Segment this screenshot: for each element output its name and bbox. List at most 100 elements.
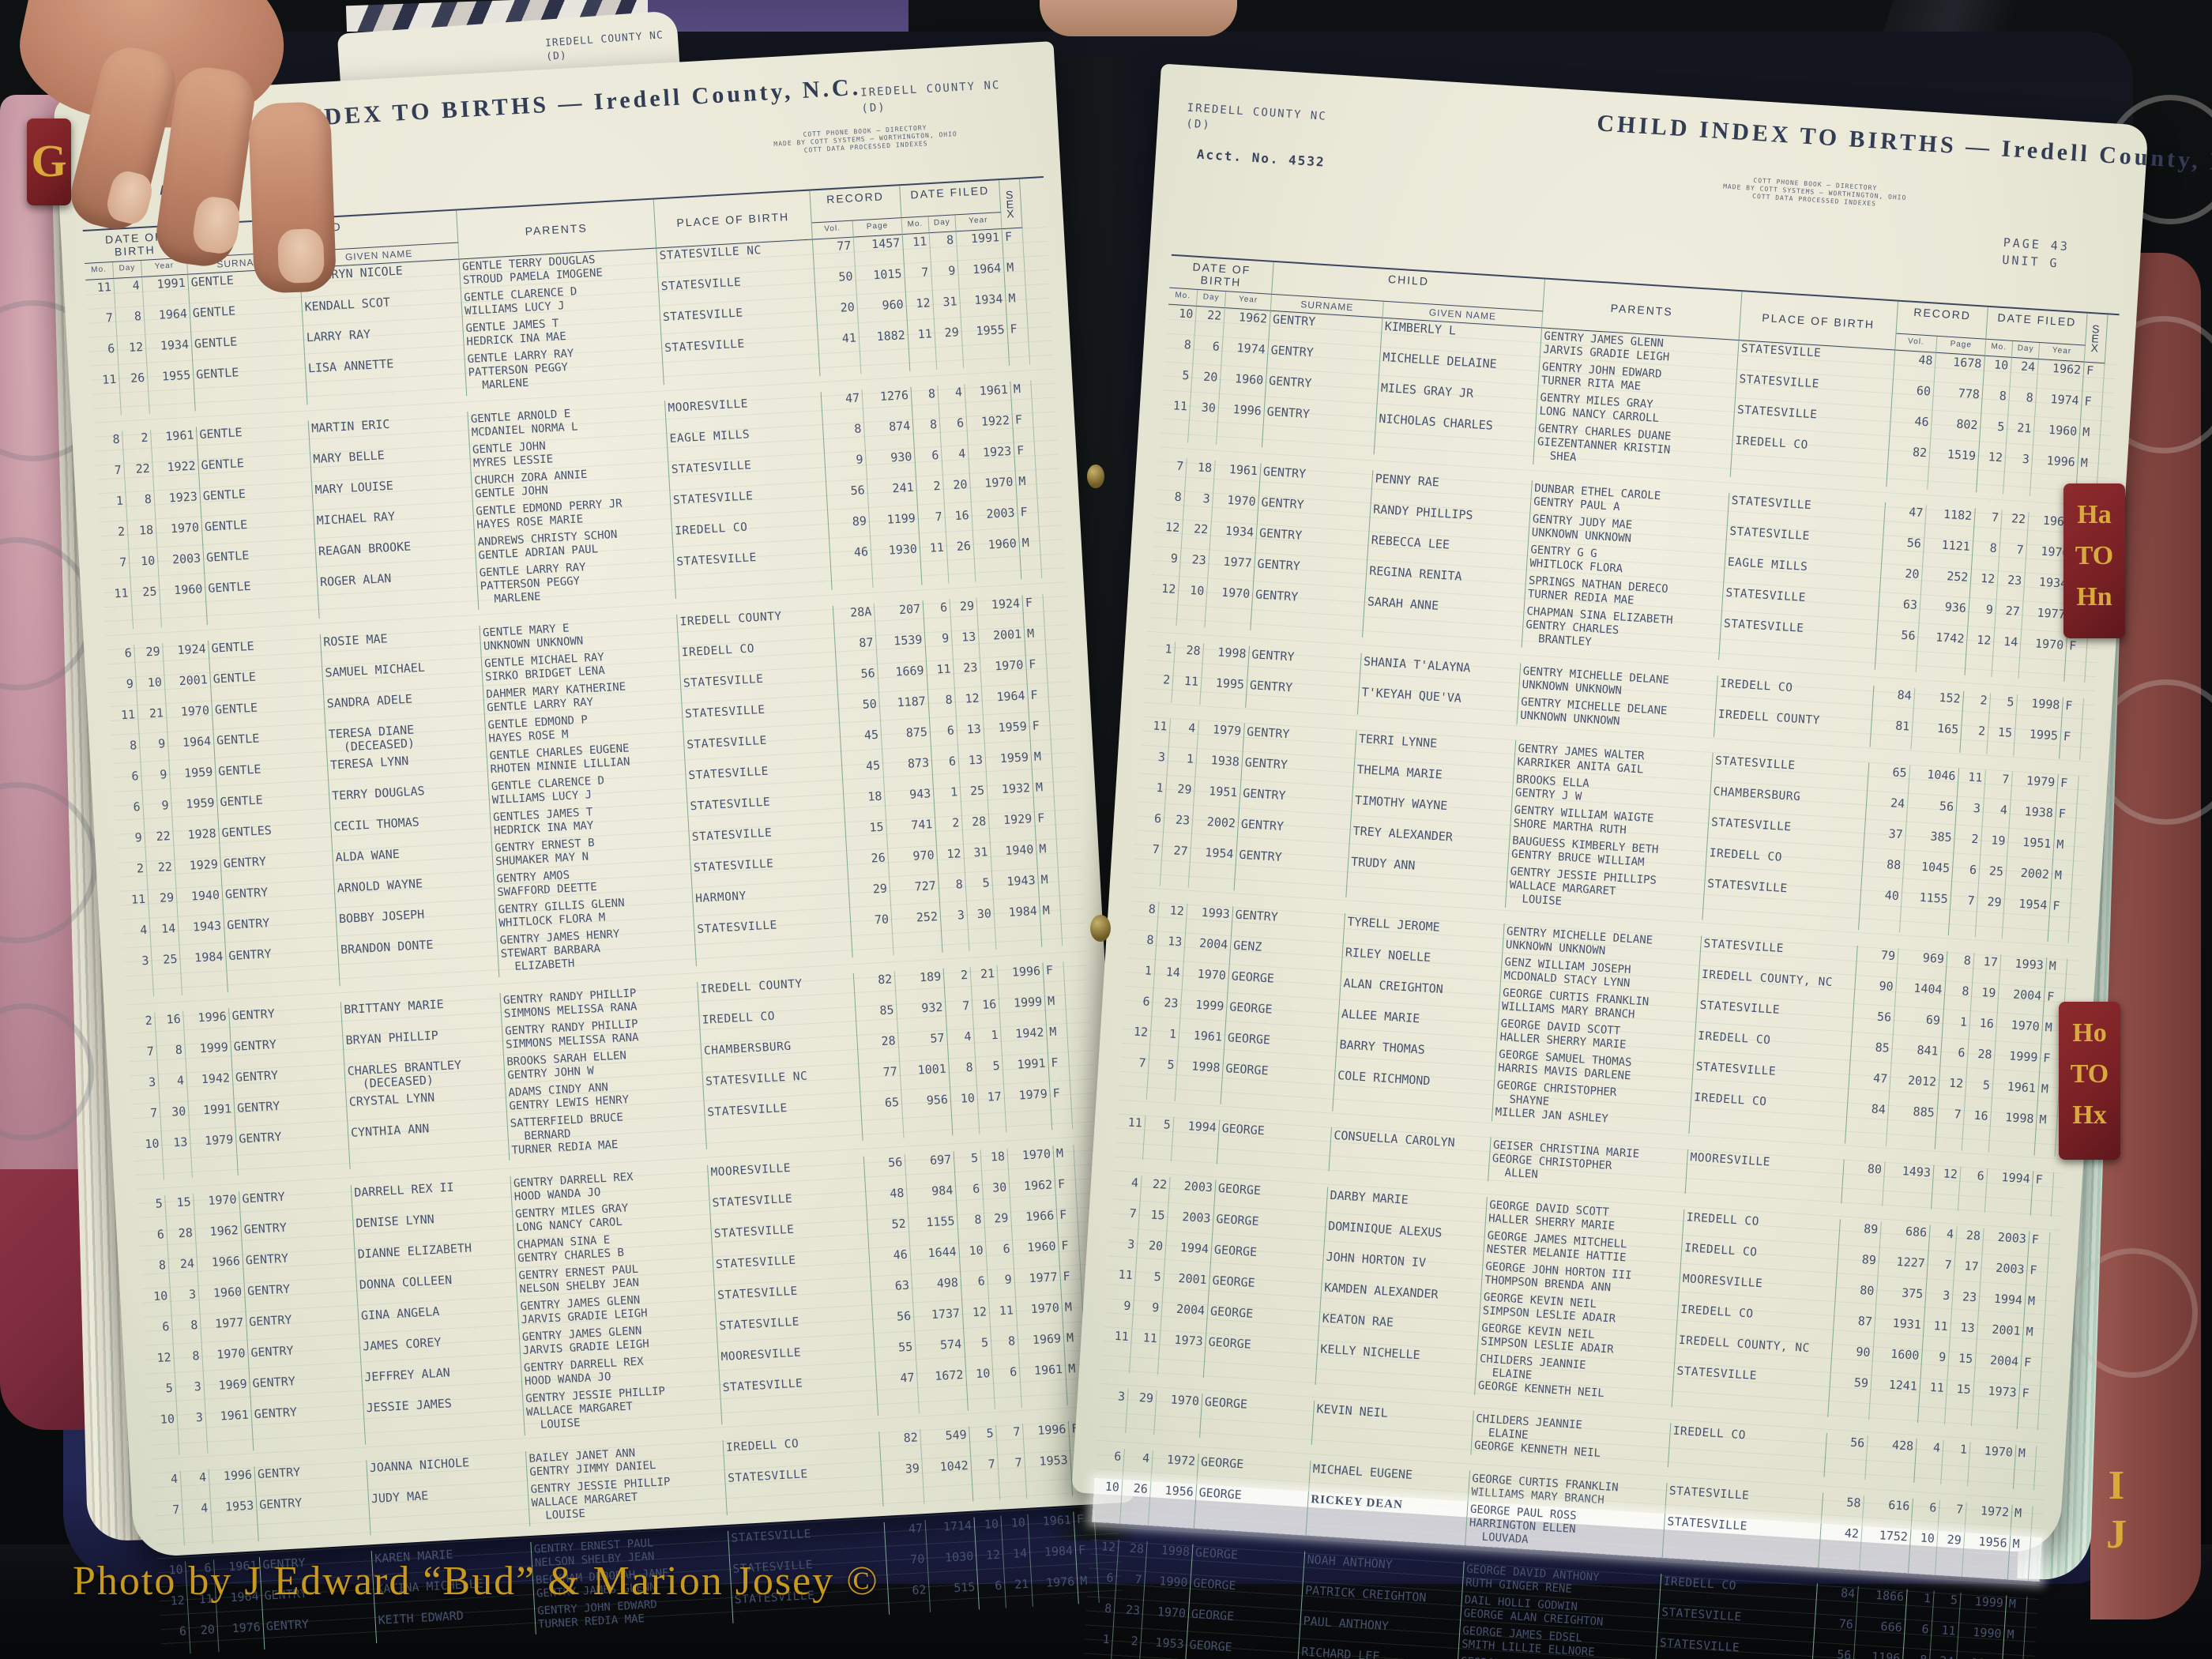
dob-day-cell: 22	[1140, 1175, 1171, 1208]
dob-month-cell: 4	[152, 1470, 182, 1503]
filed-year-cell: 1994	[1984, 1168, 2034, 1216]
record-vol-cell: 20	[1879, 563, 1924, 598]
dob-year-cell: 1934	[145, 336, 194, 370]
dob-day-cell: 8	[156, 1041, 187, 1074]
record-vol-cell: 37	[1863, 824, 1907, 858]
filed-year-cell: 1991	[1003, 1055, 1051, 1089]
header-filed-mo: Mo.	[901, 216, 930, 235]
dob-year-cell: 1970	[201, 1345, 250, 1379]
record-page-cell: 885	[1886, 1101, 1939, 1149]
dob-year-cell: 1922	[152, 457, 201, 491]
filed-day-cell: 12	[955, 690, 984, 723]
record-page-cell: 875	[881, 724, 932, 758]
sex-cell: M	[2037, 1080, 2060, 1113]
index-tab-ho-hx[interactable]: Ho TO Hx	[2059, 1002, 2120, 1160]
filed-year-cell: 1966	[1010, 1207, 1059, 1241]
surname-cell: GEORGE	[1199, 1394, 1315, 1445]
given-name-cell: ROGER ALAN	[317, 565, 480, 619]
dob-month-cell: 11	[119, 890, 150, 924]
index-tab-g[interactable]: G	[27, 118, 71, 205]
filed-month-cell: 11	[920, 539, 950, 585]
record-vol-cell: 46	[830, 543, 874, 590]
record-page-cell: 1241	[1869, 1375, 1921, 1424]
record-vol-cell: 76	[1814, 1614, 1857, 1648]
record-page-cell: 1046	[1908, 765, 1960, 799]
filed-month-cell: 11	[908, 325, 938, 371]
filed-month-cell: 8	[949, 1059, 978, 1092]
surname-cell: GEORGE	[1203, 1334, 1319, 1386]
sex-cell: F	[1043, 961, 1066, 994]
filed-day-cell: 30	[982, 1179, 1011, 1212]
dob-year-cell: 1924	[163, 640, 211, 675]
dob-month-cell: 1	[1145, 639, 1176, 672]
dob-year-cell: 1960	[159, 581, 208, 628]
filed-month-cell: 9	[1968, 600, 1997, 634]
filed-year-cell: 1942	[1000, 1024, 1048, 1058]
filed-month-cell: 12	[1977, 448, 2007, 495]
dob-year-cell: 1974	[1221, 339, 1270, 373]
page-number-block: PAGE 43 UNIT G	[2002, 234, 2071, 273]
record-page-cell: 1669	[878, 662, 929, 696]
dob-year-cell: 1979	[1197, 720, 1245, 754]
filed-month-cell: 10	[1908, 1529, 1939, 1575]
index-tab-ha-hn[interactable]: Ha TO Hn	[2063, 483, 2125, 638]
dob-year-cell: 1970	[1211, 491, 1260, 525]
filed-month-cell: 3	[1924, 1286, 1954, 1319]
record-page-cell: 666	[1854, 1616, 1906, 1651]
filed-year-cell: 1998	[2015, 694, 2064, 728]
place-of-birth-cell: STATESVILLE	[704, 1096, 863, 1149]
dob-month-cell: 11	[1160, 397, 1191, 443]
binder-post-icon	[1087, 465, 1104, 488]
filed-day-cell: 13	[958, 751, 988, 784]
sex-cell: F	[1029, 717, 1052, 750]
filed-month-cell: 11	[1957, 768, 1987, 801]
record-page-cell: 1030	[927, 1548, 978, 1582]
list-line: J	[2106, 1512, 2127, 1557]
record-page-cell: 956	[901, 1091, 954, 1138]
filed-month-cell: 6	[977, 1577, 1006, 1610]
record-page-cell: 2012	[1889, 1070, 1940, 1105]
filed-year-cell: 1962	[1009, 1176, 1057, 1210]
sex-cell: F	[2048, 897, 2072, 943]
dob-month-cell: 2	[126, 1012, 157, 1045]
filed-month-cell: 12	[906, 295, 935, 327]
surname-cell: GENTRY	[256, 1491, 371, 1542]
filed-year-cell: 2004	[1997, 985, 2045, 1019]
filed-month-cell: 12	[1965, 631, 1995, 678]
dob-month-cell: 4	[121, 921, 152, 954]
sex-cell: F	[1014, 442, 1036, 474]
record-vol-cell: 77	[859, 1063, 902, 1097]
filed-day-cell: 9	[988, 1271, 1017, 1304]
ledger-right-page[interactable]: IREDELL COUNTY NC (D) Acct. No. 4532 CHI…	[1071, 63, 2212, 1659]
record-vol-cell: 84	[1815, 1583, 1859, 1617]
dob-day-cell: 2	[1111, 1631, 1142, 1659]
dob-month-cell: 6	[1134, 809, 1165, 842]
filed-year-cell: 1960	[2033, 420, 2081, 455]
record-page-cell: 960	[857, 295, 908, 330]
filed-year-cell: 2003	[1980, 1258, 2029, 1293]
record-vol-cell: 89	[1838, 1219, 1882, 1253]
sex-cell: F	[2028, 1231, 2051, 1263]
filed-month-cell: 7	[904, 264, 934, 296]
filed-month-cell: 10	[959, 1242, 988, 1275]
filed-month-cell: 6	[1911, 1498, 1940, 1531]
filed-day-cell: 16	[1969, 1014, 1998, 1048]
filed-year-cell: 1923	[968, 442, 1016, 476]
surname-cell: GEORGE	[1194, 1484, 1310, 1536]
filed-year-cell: 1999	[999, 993, 1047, 1027]
dob-month-cell: 7	[131, 1104, 162, 1138]
record-vol-cell: 8	[822, 420, 866, 454]
filed-month-cell: 2	[1960, 721, 1989, 754]
dob-month-cell: 7	[1131, 840, 1164, 886]
dob-month-cell: 6	[1094, 1446, 1125, 1480]
filed-day-cell: 7	[1938, 1499, 1967, 1533]
dob-year-cell: 2003	[157, 550, 205, 584]
record-page-cell: 1866	[1856, 1586, 1908, 1620]
filed-year-cell: 1970	[1996, 1016, 2044, 1050]
record-vol-cell: 52	[867, 1215, 911, 1249]
filed-year-cell: 1940	[990, 841, 1038, 875]
record-vol-cell: 56	[1824, 1432, 1868, 1480]
record-vol-cell: 40	[1859, 886, 1903, 933]
